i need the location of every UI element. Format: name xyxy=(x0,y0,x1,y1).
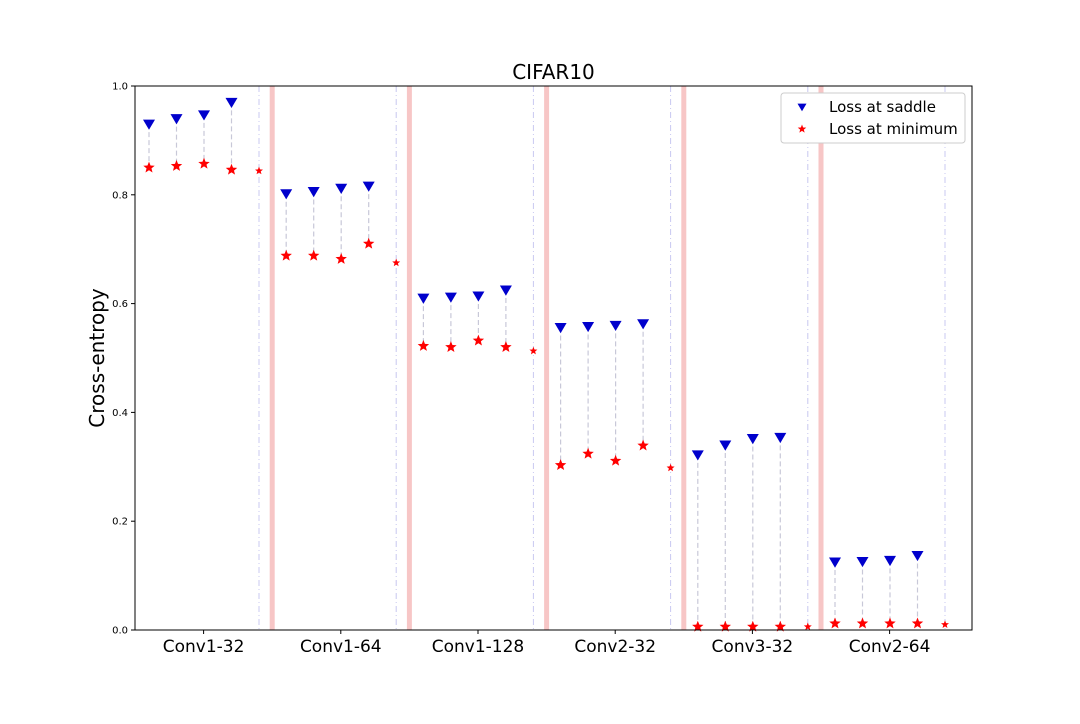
saddle-point xyxy=(691,450,704,461)
saddle-point xyxy=(335,183,348,194)
legend-saddle-marker xyxy=(797,103,807,112)
minimum-point xyxy=(472,334,485,346)
minimum-point xyxy=(884,617,896,629)
y-tick-label: 0.8 xyxy=(112,190,128,201)
minimum-point xyxy=(609,454,622,466)
minimum-point xyxy=(692,620,704,632)
x-axis: Conv1-32 Conv1-64 Conv1-128 Conv2-32 Conv3-3… xyxy=(163,630,931,657)
minimum-point xyxy=(198,157,210,169)
saddle-point xyxy=(582,321,595,333)
saddle-point xyxy=(609,320,622,332)
saddle-point xyxy=(307,187,320,198)
x-group-label: Conv2-64 xyxy=(849,637,931,657)
x-group-label: Conv2-32 xyxy=(574,637,656,657)
legend-minimum-marker xyxy=(797,124,807,133)
group-separator-band xyxy=(681,86,687,630)
mean-minimum-star xyxy=(941,620,949,628)
saddle-point xyxy=(362,181,375,192)
minimum-point xyxy=(143,161,155,173)
legend-minimum-label: Loss at minimum xyxy=(829,120,958,138)
minimum-point xyxy=(445,341,457,352)
legend-box xyxy=(780,92,966,144)
saddle-point xyxy=(911,550,924,562)
y-axis: 0.0 0.2 0.4 0.6 0.8 1.0 xyxy=(112,82,135,637)
saddle-point xyxy=(170,114,183,125)
minimum-point xyxy=(719,620,732,632)
group-separators xyxy=(269,86,824,630)
y-tick-label: 1.0 xyxy=(112,82,128,93)
minimum-point xyxy=(829,617,841,629)
x-group-label: Conv1-32 xyxy=(163,637,245,657)
plot-frame xyxy=(134,85,973,631)
minimum-point xyxy=(856,617,869,629)
connector-lines xyxy=(148,86,946,630)
mean-minimum-star xyxy=(392,258,401,267)
minimum-point xyxy=(307,249,320,261)
minimum-point xyxy=(554,459,567,471)
minimum-point xyxy=(747,620,759,632)
saddle-point xyxy=(719,440,732,451)
data-marks xyxy=(143,97,949,632)
x-group-label: Conv3-32 xyxy=(712,637,794,657)
saddle-point xyxy=(829,557,841,568)
minimum-point xyxy=(582,447,594,459)
y-tick-label: 0.2 xyxy=(112,517,128,528)
y-axis-label: Cross-entropy xyxy=(85,288,109,428)
saddle-point xyxy=(746,434,759,445)
x-group-label: Conv1-64 xyxy=(300,637,382,657)
x-group-label: Conv1-128 xyxy=(432,637,525,657)
saddle-point xyxy=(774,432,787,444)
y-tick-label: 0.4 xyxy=(112,408,128,419)
saddle-point xyxy=(280,189,293,200)
mean-minimum-star xyxy=(666,463,675,472)
group-separator-band xyxy=(544,86,550,630)
mean-minimum-star xyxy=(255,166,263,175)
group-separator-band xyxy=(406,86,412,630)
minimum-point xyxy=(500,341,512,352)
minimum-point xyxy=(911,617,924,629)
mean-minimum-star xyxy=(803,622,812,631)
chart-title: CIFAR10 xyxy=(512,60,595,84)
saddle-point xyxy=(554,323,567,334)
group-separator-band xyxy=(269,86,275,630)
saddle-point xyxy=(198,110,210,121)
saddle-point xyxy=(884,555,896,567)
saddle-point xyxy=(472,291,485,302)
minimum-point xyxy=(225,163,238,175)
y-tick-label: 0.6 xyxy=(112,299,128,310)
minimum-point xyxy=(335,252,347,264)
minimum-point xyxy=(170,159,183,171)
saddle-point xyxy=(143,119,155,130)
y-tick-label: 0.0 xyxy=(112,626,128,637)
minimum-point xyxy=(774,620,787,632)
legend: Loss at saddle Loss at minimum xyxy=(780,92,966,144)
minimum-point xyxy=(280,249,292,261)
saddle-point xyxy=(225,97,238,109)
minimum-point xyxy=(637,439,649,451)
minimum-point xyxy=(417,340,430,351)
saddle-point xyxy=(856,556,869,568)
saddle-point xyxy=(444,292,457,303)
legend-saddle-label: Loss at saddle xyxy=(829,98,936,116)
saddle-point xyxy=(499,285,512,296)
saddle-point xyxy=(637,319,650,330)
saddle-point xyxy=(417,293,430,304)
minimum-point xyxy=(362,237,375,249)
group-separator-band xyxy=(818,86,824,630)
mean-minimum-star xyxy=(529,346,538,355)
